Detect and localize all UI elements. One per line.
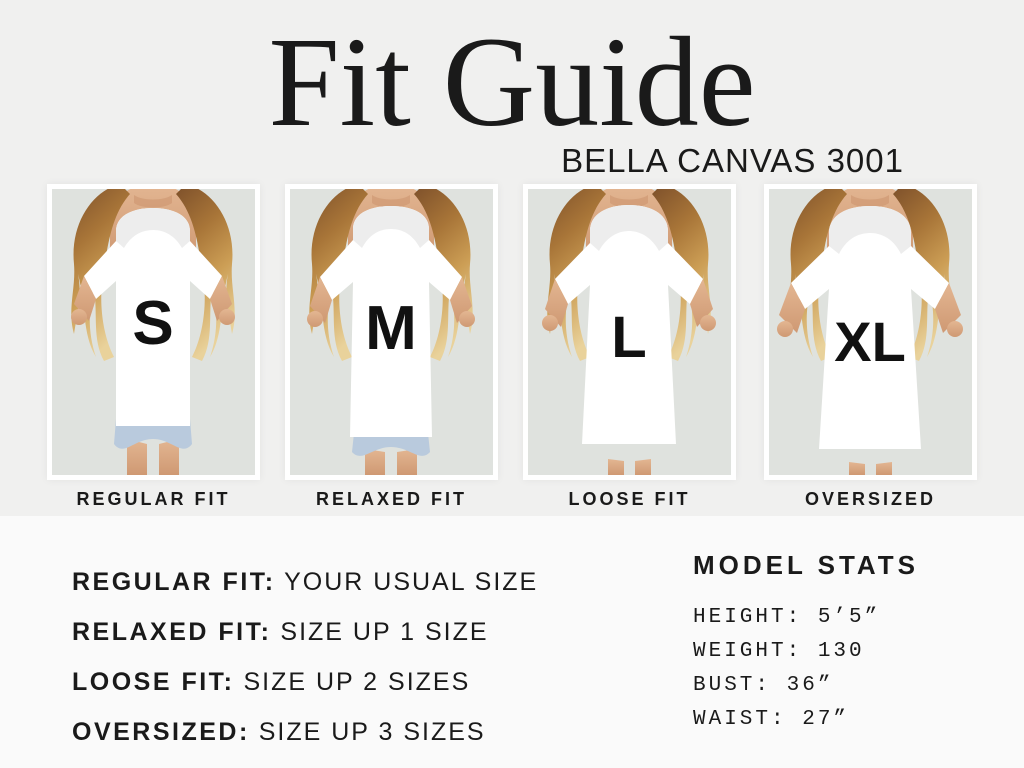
svg-text:L: L [611, 305, 646, 370]
svg-text:M: M [365, 294, 417, 363]
svg-text:XL: XL [834, 310, 906, 373]
svg-text:S: S [132, 289, 173, 358]
